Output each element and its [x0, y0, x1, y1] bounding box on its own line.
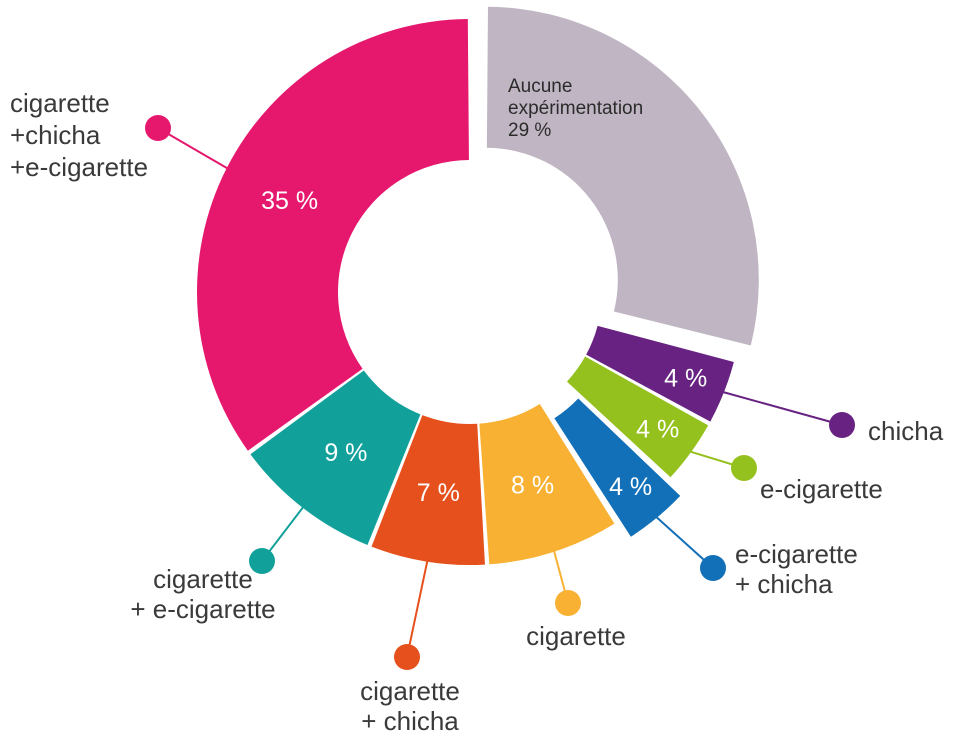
category-label-none: 29 % [508, 120, 551, 141]
leader-line-chicha [721, 390, 843, 426]
leader-line-cig_chicha [406, 559, 429, 658]
marker-dot-cig [555, 590, 581, 616]
category-label-cig: cigarette [526, 621, 626, 651]
marker-dot-ecig [731, 455, 757, 481]
category-label-all: +chicha [10, 120, 101, 150]
category-label-cig_ecig: cigarette [153, 564, 253, 594]
value-label-cig: 8 % [511, 472, 554, 500]
category-label-chicha: chicha [868, 416, 944, 446]
marker-dot-cig_chicha [394, 644, 420, 670]
slice-none [486, 6, 759, 346]
category-label-none: expérimentation [508, 98, 643, 119]
marker-dot-chicha [829, 412, 855, 438]
leader-line-all [157, 127, 230, 170]
marker-dot-all [145, 115, 171, 141]
category-label-cig_chicha: cigarette [360, 676, 460, 706]
value-label-chicha: 4 % [664, 364, 707, 392]
category-label-all: cigarette [10, 88, 110, 118]
slices-group [197, 6, 759, 565]
slice-ecig_chicha [554, 398, 681, 537]
category-label-all: +e-cigarette [10, 152, 148, 182]
marker-dot-cig_ecig [249, 548, 275, 574]
category-label-cig_chicha: + chicha [361, 706, 459, 735]
marker-dot-ecig_chicha [700, 555, 726, 581]
value-label-ecig: 4 % [636, 415, 679, 443]
category-label-ecig_chicha: e-cigarette [735, 539, 858, 569]
leader-lines-group [145, 115, 855, 670]
slice-ecig [566, 356, 709, 478]
slice-cig_ecig [250, 370, 421, 546]
category-label-ecig: e-cigarette [760, 474, 883, 504]
value-label-cig_ecig: 9 % [324, 439, 367, 467]
category-label-cig_ecig: + e-cigarette [130, 594, 275, 624]
slice-cig [479, 404, 615, 565]
slice-cig_chicha [371, 415, 485, 565]
slice-all [197, 19, 469, 451]
category-label-ecig_chicha: + chicha [735, 569, 833, 599]
value-label-cig_chicha: 7 % [417, 479, 460, 507]
category-label-none: Aucune [508, 76, 572, 97]
value-label-all: 35 % [261, 187, 318, 215]
slice-chicha [586, 325, 734, 422]
value-label-ecig_chicha: 4 % [609, 473, 652, 501]
